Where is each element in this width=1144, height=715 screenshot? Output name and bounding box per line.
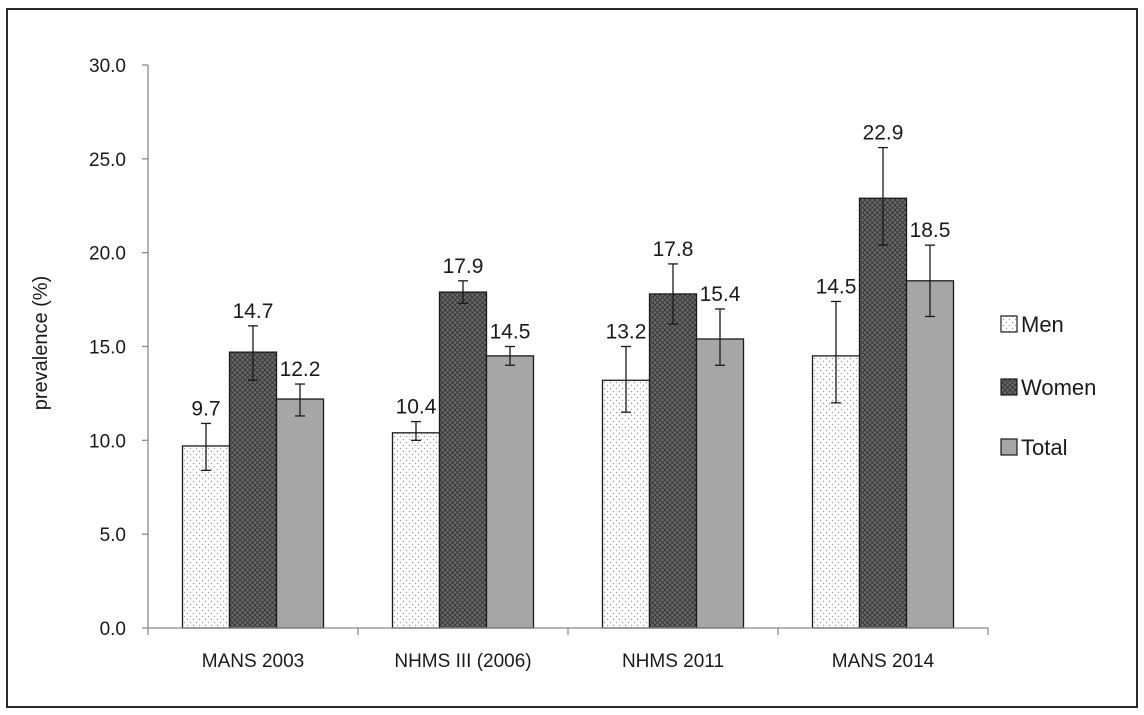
- y-tick-label: 0.0: [100, 619, 126, 640]
- data-label-men: 13.2: [606, 321, 647, 344]
- legend-swatch-women: [1000, 378, 1018, 396]
- legend-label-total: Total: [1021, 435, 1067, 460]
- legend-item-total: Total: [1000, 435, 1067, 460]
- y-tick-label: 25.0: [89, 150, 126, 171]
- bar-women: [438, 291, 488, 629]
- y-axis: 0.0 5.0 10.0 15.0 20.0 25.0 30.0: [89, 56, 149, 640]
- y-tick-label: 10.0: [89, 431, 126, 452]
- data-label-total: 12.2: [280, 358, 321, 381]
- data-label-women: 17.8: [653, 238, 694, 261]
- bar-total: [905, 280, 955, 629]
- legend-label-women: Women: [1021, 375, 1096, 400]
- bar-women: [648, 293, 698, 629]
- legend-swatch-total: [1000, 438, 1018, 456]
- data-label-total: 15.4: [700, 283, 741, 306]
- legend-label-men: Men: [1021, 312, 1064, 337]
- data-label-total: 18.5: [910, 219, 951, 242]
- data-label-women: 22.9: [863, 122, 904, 145]
- legend-swatch-men: [1000, 315, 1018, 333]
- x-category-label: NHMS III (2006): [394, 651, 531, 672]
- x-category-label: MANS 2003: [202, 651, 304, 672]
- bar-total: [275, 398, 325, 629]
- data-label-women: 14.7: [233, 300, 274, 323]
- data-label-total: 14.5: [490, 321, 531, 344]
- bar-women: [228, 351, 278, 629]
- data-label-women: 17.9: [443, 255, 484, 278]
- bar-total: [485, 355, 535, 629]
- bar-women: [858, 197, 908, 629]
- legend-item-men: Men: [1000, 312, 1064, 337]
- x-axis: MANS 2003 NHMS III (2006) NHMS 2011 MANS 20…: [147, 627, 989, 672]
- data-label-men: 10.4: [396, 396, 437, 419]
- data-label-men: 9.7: [191, 397, 220, 420]
- legend: Men Women Total: [1000, 312, 1096, 460]
- legend-item-women: Women: [1000, 375, 1096, 400]
- y-tick-label: 15.0: [89, 338, 126, 359]
- bar-men: [391, 432, 441, 629]
- bar-total: [695, 338, 745, 629]
- bar-men: [181, 445, 231, 629]
- y-tick-label: 5.0: [100, 525, 126, 546]
- y-axis-label: prevalence (%): [30, 276, 52, 411]
- data-label-men: 14.5: [816, 275, 857, 298]
- bars: 9.7 14.7 12.2 10.4 17.9 14.5 13.2 17.8 15.4 14.5 2…: [181, 122, 955, 629]
- x-category-label: NHMS 2011: [622, 651, 724, 672]
- x-category-label: MANS 2014: [832, 651, 935, 672]
- y-tick-label: 20.0: [89, 244, 126, 265]
- y-tick-label: 30.0: [89, 56, 126, 77]
- bar-men: [601, 379, 651, 629]
